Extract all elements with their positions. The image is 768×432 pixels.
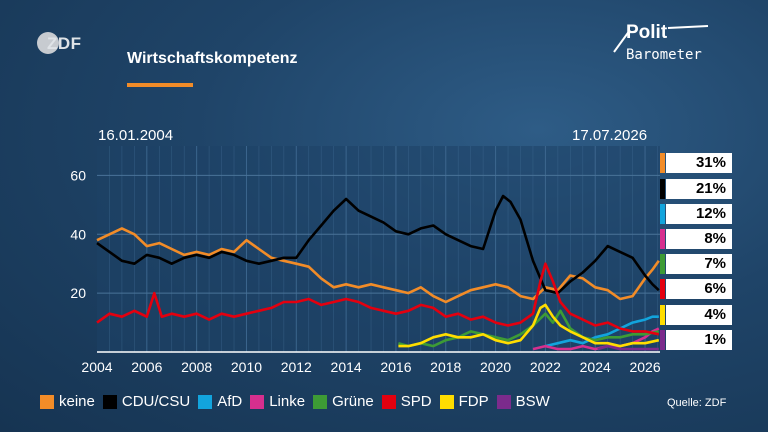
politbarometer-line1: Polit (626, 22, 668, 43)
politbarometer-line2: Barometer (626, 47, 702, 63)
legend-label: keine (59, 393, 95, 410)
x-tick-label: 2016 (380, 359, 411, 375)
chart-title: Wirtschaftskompetenz (127, 50, 298, 67)
latest-value-label: 21% (666, 179, 732, 199)
latest-value-color-bar (660, 330, 665, 350)
zdf-logo-disc (37, 32, 59, 54)
latest-value-label: 12% (666, 204, 732, 224)
y-tick-label: 60 (70, 167, 86, 183)
latest-value-color-bar (660, 229, 665, 249)
latest-value-color-bar (660, 153, 665, 173)
legend-swatch (250, 394, 265, 409)
legend-item: CDU/CSU (102, 393, 191, 410)
x-tick-label: 2020 (480, 359, 511, 375)
latest-value-color-bar (660, 254, 665, 274)
x-tick-label: 2008 (181, 359, 212, 375)
latest-value-color-bar (660, 179, 665, 199)
start-date: 16.01.2004 (98, 127, 174, 144)
y-tick-label: 20 (70, 285, 86, 301)
legend-label: FDP (458, 393, 489, 410)
legend-label: Linke (269, 393, 306, 410)
legend-item: Linke (250, 393, 305, 410)
zdf-logo: ZDF (37, 32, 93, 56)
legend-label: BSW (515, 393, 550, 410)
series-line-fdp (398, 303, 660, 348)
x-tick-label: 2024 (580, 359, 611, 375)
series-line-afd (545, 315, 659, 348)
legend-swatch (496, 394, 511, 409)
source-note: Quelle: ZDF (667, 397, 727, 409)
legend-swatch (439, 394, 454, 409)
legend-item: keine (40, 393, 95, 410)
x-tick-label: 2026 (629, 359, 660, 375)
x-tick-label: 2004 (81, 359, 112, 375)
politbarometer-swoosh-icon (613, 25, 709, 53)
series-line-spd (96, 262, 660, 336)
title-underline (127, 83, 193, 87)
series-line-keine (96, 227, 660, 304)
legend-item: FDP (439, 393, 489, 410)
latest-value-label: 4% (666, 305, 732, 325)
legend-item: SPD (381, 393, 432, 410)
x-tick-label: 2012 (281, 359, 312, 375)
latest-value-label: 8% (666, 229, 732, 249)
series-line-bsw (597, 344, 659, 351)
x-tick-label: 2006 (131, 359, 162, 375)
x-tick-label: 2014 (331, 359, 362, 375)
series-line-cdu-csu (96, 194, 660, 295)
legend-swatch (102, 394, 117, 409)
legend-item: AfD (198, 393, 242, 410)
legend-label: SPD (400, 393, 432, 410)
politbarometer-logo: Polit Barometer (608, 22, 718, 72)
legend-swatch (313, 394, 328, 409)
latest-value-color-bar (660, 279, 665, 299)
latest-value-label: 31% (666, 153, 732, 173)
legend-swatch (198, 394, 213, 409)
chart-legend: keine CDU/CSU AfD Linke Grüne SPD FDP BSW (40, 393, 558, 410)
latest-value-label: 6% (666, 279, 732, 299)
legend-item: Grüne (313, 393, 374, 410)
zdf-logo-text: ZDF (47, 34, 82, 53)
legend-label: Grüne (332, 393, 374, 410)
latest-value-label: 7% (666, 254, 732, 274)
legend-swatch (381, 394, 396, 409)
latest-value-color-bar (660, 204, 665, 224)
x-tick-label: 2018 (430, 359, 461, 375)
legend-item: BSW (496, 393, 550, 410)
latest-value-color-bar (660, 305, 665, 325)
latest-value-label: 1% (666, 330, 732, 350)
x-tick-label: 2010 (231, 359, 262, 375)
y-tick-label: 40 (70, 226, 86, 242)
plot-area (97, 146, 660, 352)
legend-label: AfD (217, 393, 243, 410)
end-date: 17.07.2026 (572, 127, 648, 144)
legend-swatch (40, 394, 54, 409)
legend-label: CDU/CSU (121, 393, 191, 410)
x-tick-label: 2022 (530, 359, 561, 375)
